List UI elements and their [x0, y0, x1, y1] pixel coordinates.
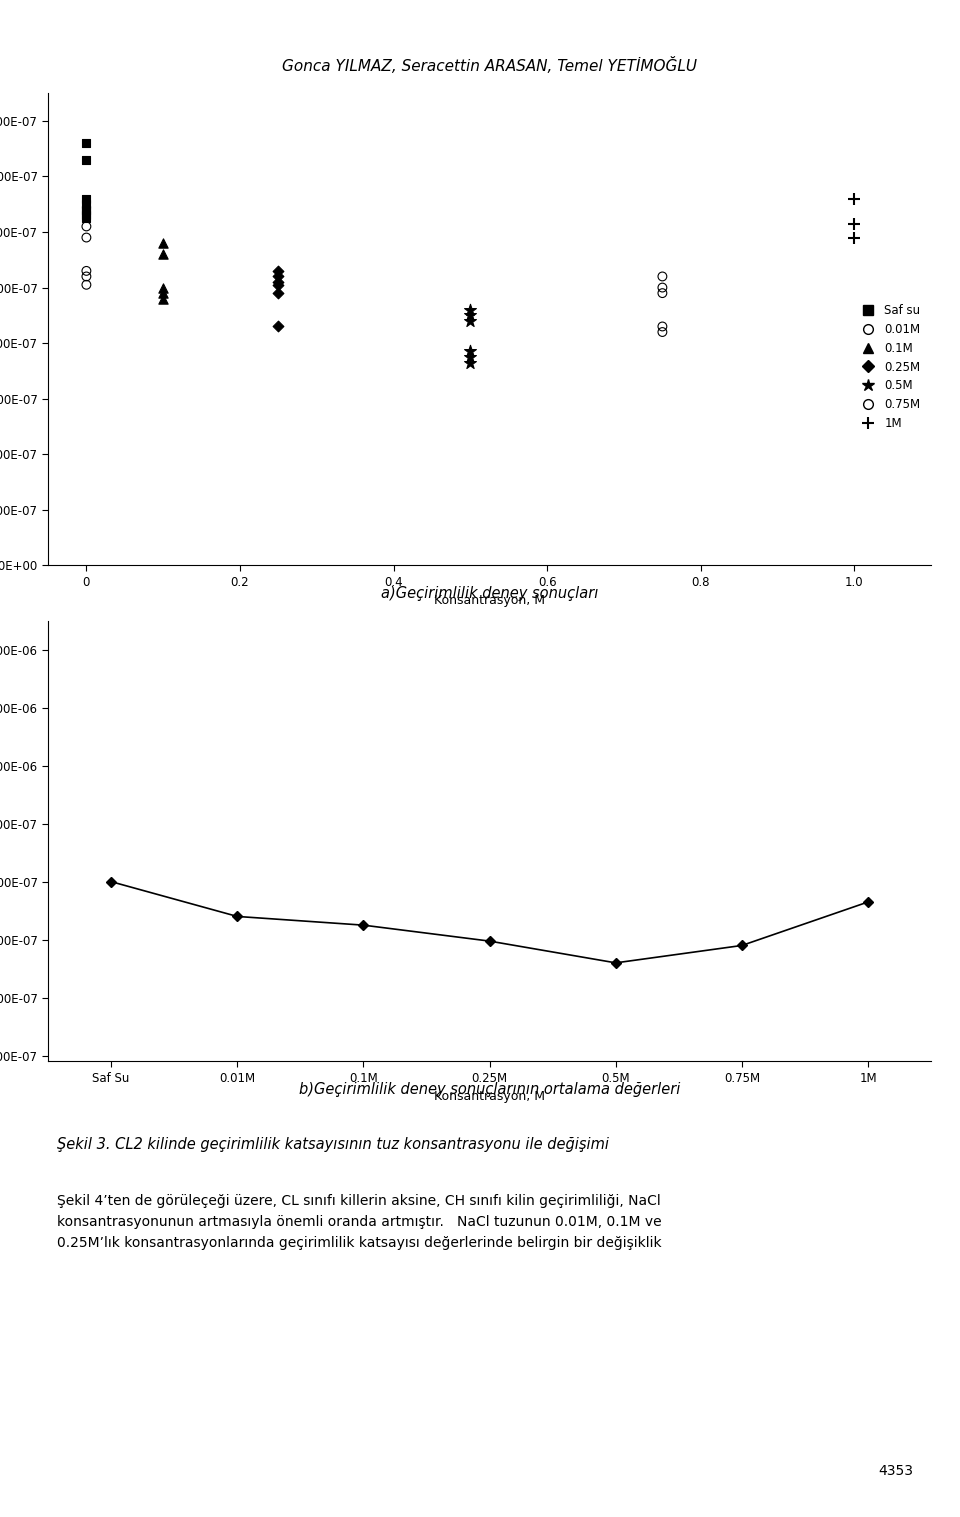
Point — [79, 226, 94, 250]
Point — [79, 206, 94, 231]
Point — [655, 264, 670, 288]
Text: Şekil 4’ten de görüleçeği üzere, CL sınıfı killerin aksine, CH sınıfı kilin geçi: Şekil 4’ten de görüleçeği üzere, CL sını… — [57, 1194, 661, 1250]
Legend: Saf su, 0.01M, 0.1M, 0.25M, 0.5M, 0.75M, 1M: Saf su, 0.01M, 0.1M, 0.25M, 0.5M, 0.75M,… — [856, 299, 925, 435]
Point — [79, 193, 94, 217]
Point — [156, 243, 171, 267]
Point — [463, 344, 478, 369]
Point — [463, 350, 478, 375]
X-axis label: Konsantrasyon, M: Konsantrasyon, M — [434, 595, 545, 607]
Point — [463, 303, 478, 328]
Point — [463, 340, 478, 364]
Text: a)Geçirimlilik deney sonuçları: a)Geçirimlilik deney sonuçları — [381, 586, 598, 601]
Point — [655, 276, 670, 300]
Point — [271, 270, 286, 294]
Point — [655, 314, 670, 338]
Text: Gonca YILMAZ, Seracettin ARASAN, Temel YETİMOĞLU: Gonca YILMAZ, Seracettin ARASAN, Temel Y… — [282, 58, 697, 74]
Point — [79, 273, 94, 297]
Point — [271, 259, 286, 284]
Text: 4353: 4353 — [878, 1464, 914, 1478]
Point — [79, 197, 94, 221]
Point — [79, 259, 94, 284]
Point — [79, 214, 94, 238]
Point — [271, 314, 286, 338]
Point — [655, 281, 670, 305]
X-axis label: Konsantrasyon, M: Konsantrasyon, M — [434, 1091, 545, 1103]
Point — [655, 320, 670, 344]
Point — [79, 203, 94, 228]
Text: Şekil 3. CL2 kilinde geçirimlilik katsayısının tuz konsantrasyonu ile değişimi: Şekil 3. CL2 kilinde geçirimlilik katsay… — [57, 1136, 609, 1151]
Point — [463, 309, 478, 334]
Point — [79, 187, 94, 211]
Point — [156, 276, 171, 300]
Point — [156, 231, 171, 255]
Point — [156, 287, 171, 311]
Point — [79, 264, 94, 288]
Point — [79, 197, 94, 221]
Text: b)Geçirimlilik deney sonuçlarının ortalama değerleri: b)Geçirimlilik deney sonuçlarının ortala… — [299, 1082, 681, 1097]
Point — [156, 281, 171, 305]
Point — [79, 130, 94, 155]
Point — [271, 264, 286, 288]
Point — [463, 297, 478, 322]
Point — [79, 147, 94, 171]
Point — [271, 281, 286, 305]
Point — [271, 273, 286, 297]
